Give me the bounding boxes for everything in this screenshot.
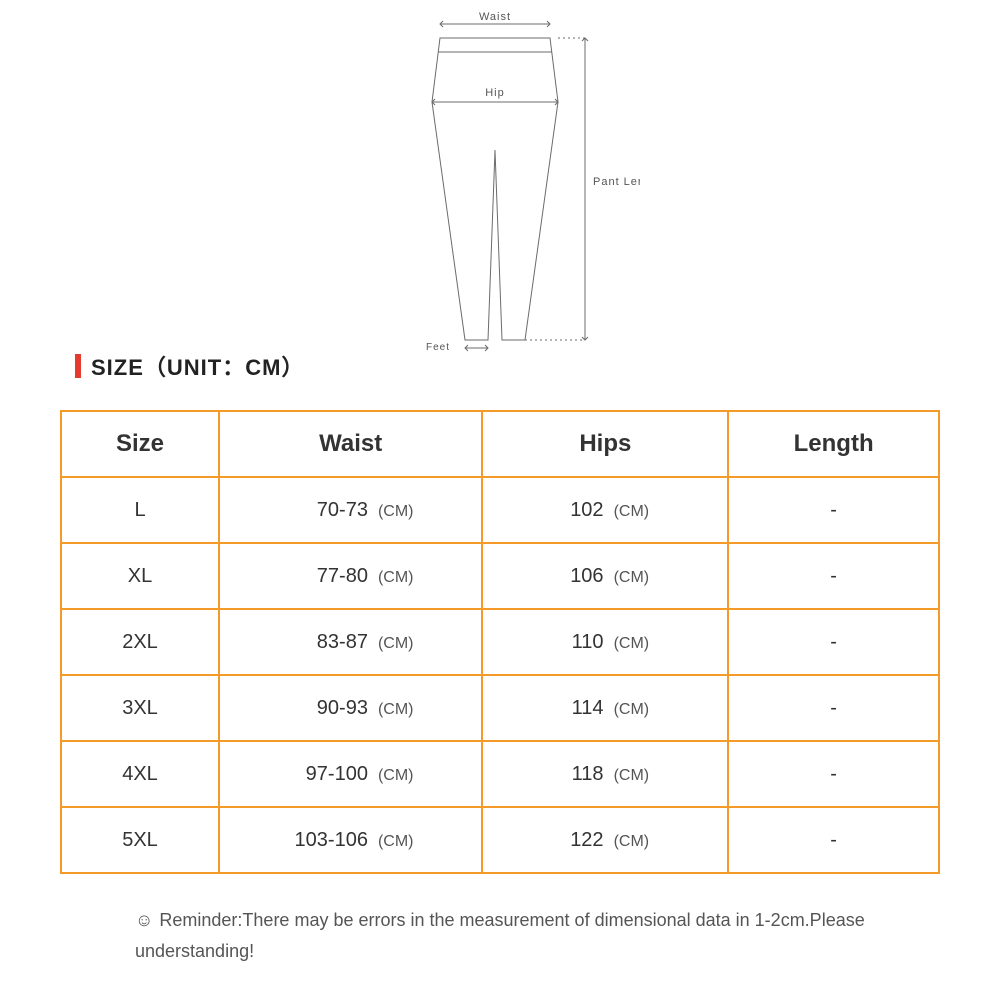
cell-size: 2XL: [61, 609, 219, 675]
cell-size: L: [61, 477, 219, 543]
heading-text: SIZE（UNIT：CM）: [91, 350, 304, 382]
cell-size: 4XL: [61, 741, 219, 807]
size-heading: SIZE（UNIT：CM）: [75, 350, 304, 382]
cell-unit: (CM): [614, 635, 650, 653]
cell-waist-value: 103-106: [288, 829, 368, 852]
col-header-size: Size: [61, 411, 219, 477]
size-chart-page: Waist Hip Pant Length Feet SIZE（UNIT：CM）…: [0, 0, 1000, 1000]
cell-waist: 90-93 (CM): [219, 675, 482, 741]
cell-size: 5XL: [61, 807, 219, 873]
reminder-note: ☺ Reminder:There may be errors in the mea…: [135, 905, 865, 966]
cell-length: -: [728, 477, 939, 543]
cell-hips-value: 114: [562, 697, 604, 720]
cell-length: -: [728, 543, 939, 609]
cell-waist: 97-100 (CM): [219, 741, 482, 807]
diagram-label-hip: Hip: [485, 87, 505, 99]
cell-hips: 102 (CM): [482, 477, 728, 543]
cell-waist: 77-80 (CM): [219, 543, 482, 609]
cell-hips-value: 102: [562, 499, 604, 522]
cell-waist: 83-87 (CM): [219, 609, 482, 675]
cell-hips-value: 118: [562, 763, 604, 786]
diagram-label-pantlength: Pant Length: [593, 176, 640, 188]
cell-length: -: [728, 741, 939, 807]
cell-unit: (CM): [378, 635, 414, 653]
diagram-label-waist: Waist: [479, 11, 511, 23]
cell-length: -: [728, 675, 939, 741]
cell-unit: (CM): [378, 503, 414, 521]
cell-hips-value: 122: [562, 829, 604, 852]
cell-unit: (CM): [378, 701, 414, 719]
cell-unit: (CM): [614, 767, 650, 785]
table-header-row: Size Waist Hips Length: [61, 411, 939, 477]
cell-unit: (CM): [614, 701, 650, 719]
diagram-label-feet: Feet: [426, 342, 450, 353]
cell-waist-value: 97-100: [288, 763, 368, 786]
cell-length: -: [728, 807, 939, 873]
reminder-text: There may be errors in the measurement o…: [135, 910, 865, 961]
cell-size: XL: [61, 543, 219, 609]
cell-unit: (CM): [614, 503, 650, 521]
table-row: 3XL 90-93 (CM) 114 (CM) -: [61, 675, 939, 741]
cell-hips-value: 110: [562, 631, 604, 654]
cell-unit: (CM): [378, 833, 414, 851]
cell-waist-value: 90-93: [288, 697, 368, 720]
table-row: 2XL 83-87 (CM) 110 (CM) -: [61, 609, 939, 675]
table-row: 5XL 103-106 (CM) 122 (CM) -: [61, 807, 939, 873]
cell-unit: (CM): [378, 767, 414, 785]
smile-icon: ☺: [135, 910, 153, 930]
cell-hips: 122 (CM): [482, 807, 728, 873]
cell-unit: (CM): [378, 569, 414, 587]
col-header-length: Length: [728, 411, 939, 477]
size-table-wrap: Size Waist Hips Length L 70-73 (CM) 102 (CM)…: [60, 410, 940, 874]
cell-hips: 110 (CM): [482, 609, 728, 675]
cell-hips: 106 (CM): [482, 543, 728, 609]
col-header-waist: Waist: [219, 411, 482, 477]
cell-waist-value: 77-80: [288, 565, 368, 588]
cell-waist-value: 83-87: [288, 631, 368, 654]
table-row: L 70-73 (CM) 102 (CM) -: [61, 477, 939, 543]
cell-hips: 114 (CM): [482, 675, 728, 741]
cell-hips-value: 106: [562, 565, 604, 588]
reminder-label: Reminder:: [159, 910, 242, 930]
cell-unit: (CM): [614, 569, 650, 587]
size-table: Size Waist Hips Length L 70-73 (CM) 102 (CM)…: [60, 410, 940, 874]
pants-diagram-svg: Waist Hip Pant Length Feet: [410, 10, 640, 355]
table-row: XL 77-80 (CM) 106 (CM) -: [61, 543, 939, 609]
heading-accent-bar: [75, 354, 81, 378]
cell-waist-value: 70-73: [288, 499, 368, 522]
cell-unit: (CM): [614, 833, 650, 851]
cell-waist: 103-106 (CM): [219, 807, 482, 873]
pants-diagram: Waist Hip Pant Length Feet: [410, 10, 640, 355]
size-table-body: L70-73(CM)102(CM)-XL77-80(CM)106(CM)-2XL…: [61, 477, 939, 873]
table-row: 4XL 97-100 (CM) 118 (CM) -: [61, 741, 939, 807]
cell-waist: 70-73 (CM): [219, 477, 482, 543]
cell-size: 3XL: [61, 675, 219, 741]
col-header-hips: Hips: [482, 411, 728, 477]
cell-length: -: [728, 609, 939, 675]
cell-hips: 118 (CM): [482, 741, 728, 807]
